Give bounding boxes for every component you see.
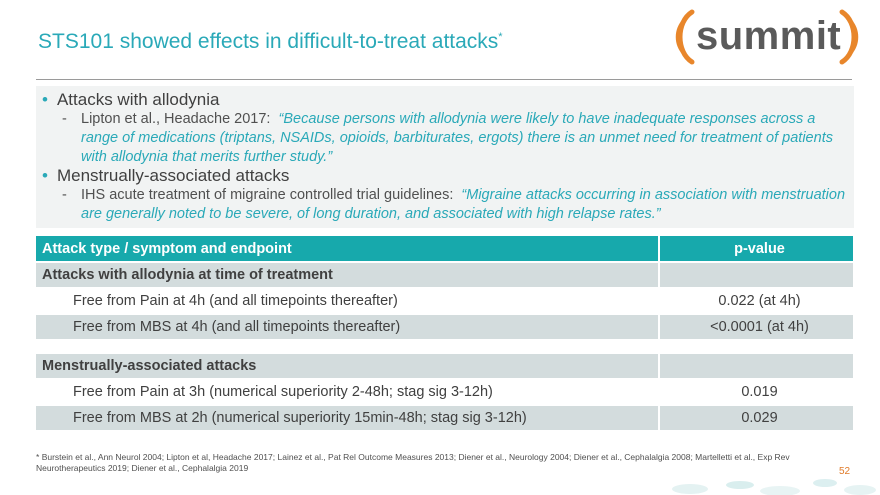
header-endpoint: Attack type / symptom and endpoint <box>36 236 660 263</box>
endpoint-cell: Free from MBS at 4h (and all timepoints … <box>36 314 660 341</box>
bullet-panel: • Attacks with allodynia - Lipton et al.,… <box>36 86 854 228</box>
table-spacer <box>36 340 854 354</box>
section-row: Attacks with allodynia at time of treatm… <box>36 262 853 289</box>
slide-title: STS101 showed effects in difficult-to-tr… <box>38 30 503 54</box>
table-row: Free from Pain at 3h (numerical superior… <box>36 379 853 406</box>
p-value-cell: 0.022 (at 4h) <box>659 288 853 315</box>
logo-text: summit <box>696 14 842 58</box>
bullet-heading: Menstrually-associated attacks <box>56 166 290 185</box>
section-row: Menstrually-associated attacks <box>36 353 853 380</box>
sub-bullet-allodynia: - Lipton et al., Headache 2017: “Because… <box>62 110 852 167</box>
decorative-leaves-icon <box>672 479 876 495</box>
endpoint-cell: Free from MBS at 2h (numerical superiori… <box>36 405 660 432</box>
logo-arc-icon <box>675 9 859 65</box>
endpoint-cell: Free from Pain at 3h (numerical superior… <box>36 379 660 406</box>
bullet-menstrual: • Menstrually-associated attacks <box>42 166 289 186</box>
page-number: 52 <box>839 466 851 477</box>
footnote-mark: * <box>36 452 40 462</box>
section-title: Attacks with allodynia at time of treatm… <box>36 262 660 289</box>
footnote-text: Burstein et al., Ann Neurol 2004; Lipton… <box>36 452 790 473</box>
section-p-value <box>659 353 853 380</box>
sub-citation: IHS acute treatment of migraine controll… <box>81 187 454 203</box>
p-value-cell: <0.0001 (at 4h) <box>659 314 853 341</box>
bullet-heading: Attacks with allodynia <box>56 90 220 109</box>
table-row: Free from Pain at 4h (and all timepoints… <box>36 288 853 315</box>
summit-logo: summit <box>670 8 870 66</box>
bullet-dot-icon: • <box>42 90 48 109</box>
results-table: Attack type / symptom and endpoint p-val… <box>36 236 854 432</box>
sub-citation: Lipton et al., Headache 2017: <box>81 111 271 127</box>
dash-icon: - <box>62 187 67 203</box>
sub-quote: “Because persons with allodynia were lik… <box>81 111 833 165</box>
section-p-value <box>659 262 853 289</box>
table-row: Free from MBS at 4h (and all timepoints … <box>36 314 853 341</box>
slide-title-text: STS101 showed effects in difficult-to-tr… <box>38 30 499 53</box>
table-row: Free from MBS at 2h (numerical superiori… <box>36 405 853 432</box>
sub-quote: “Migraine attacks occurring in associati… <box>81 187 846 222</box>
dash-icon: - <box>62 111 67 127</box>
title-divider <box>36 79 852 80</box>
endpoint-cell: Free from Pain at 4h (and all timepoints… <box>36 288 660 315</box>
header-p-value: p-value <box>659 236 853 263</box>
footnote: * Burstein et al., Ann Neurol 2004; Lipt… <box>36 452 816 474</box>
bullet-allodynia: • Attacks with allodynia <box>42 90 219 110</box>
p-value-cell: 0.019 <box>659 379 853 406</box>
title-footnote-mark: * <box>498 31 503 43</box>
table-header-row: Attack type / symptom and endpoint p-val… <box>36 236 853 263</box>
bullet-dot-icon: • <box>42 166 48 185</box>
section-title: Menstrually-associated attacks <box>36 353 660 380</box>
p-value-cell: 0.029 <box>659 405 853 432</box>
sub-bullet-menstrual: - IHS acute treatment of migraine contro… <box>62 186 852 224</box>
